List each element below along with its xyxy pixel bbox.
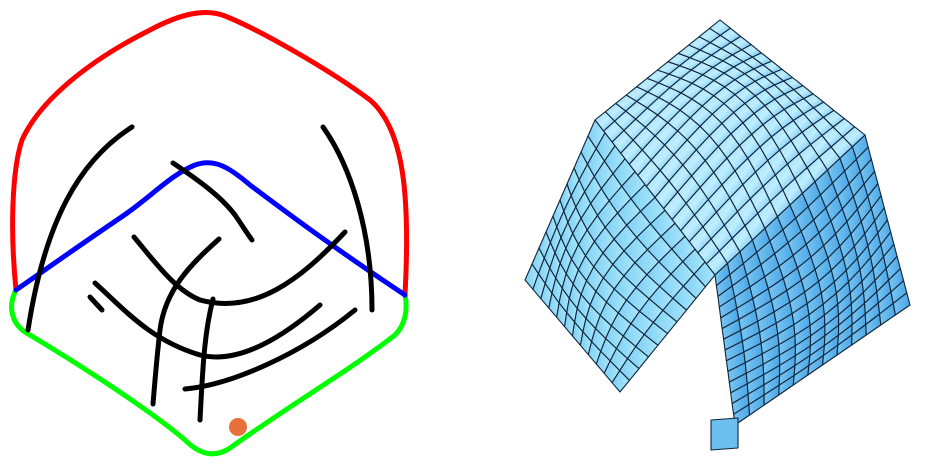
mesh-svg xyxy=(470,0,933,465)
singular-point-marker xyxy=(229,418,247,436)
flow-line-4 xyxy=(134,232,345,304)
mesh-panel xyxy=(470,0,933,465)
sketch-panel xyxy=(0,0,470,465)
mesh-bottom-tab xyxy=(711,418,738,450)
flow-line-7 xyxy=(90,297,102,310)
quad-mesh xyxy=(525,20,910,450)
sketch-svg xyxy=(0,0,470,465)
flow-line-2 xyxy=(323,127,372,310)
flow-line-8 xyxy=(200,299,213,420)
